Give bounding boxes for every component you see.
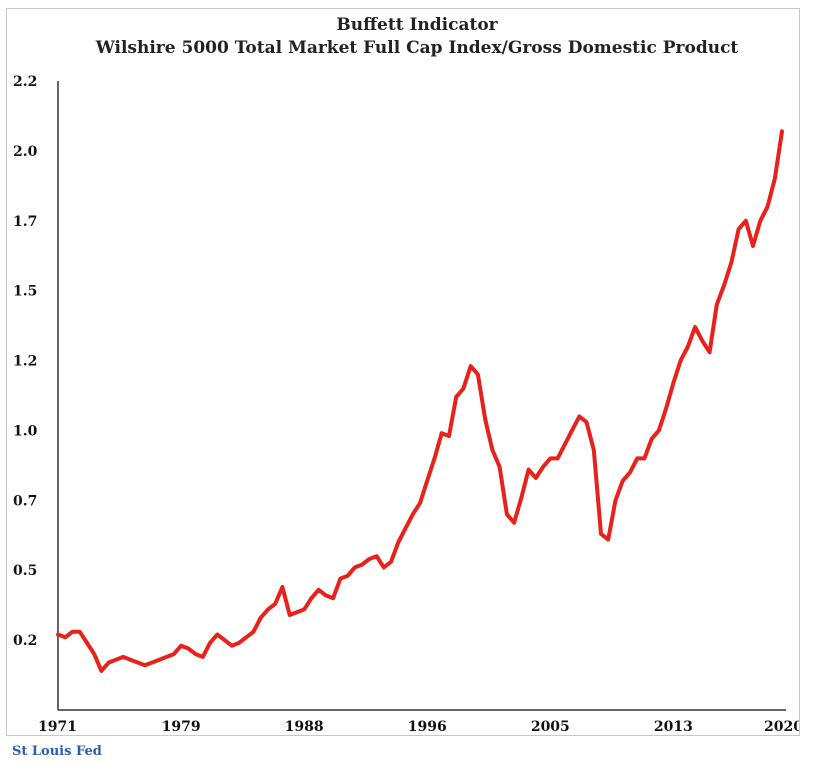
y-tick-label: 1.2 (13, 354, 37, 370)
x-tick-label: 1979 (162, 719, 201, 735)
x-tick-label: 2020 (764, 719, 799, 735)
x-tick-label: 2005 (531, 719, 570, 735)
y-tick-label: 1.7 (13, 214, 37, 230)
y-tick-label: 2.2 (13, 74, 37, 90)
x-tick-label: 1971 (38, 719, 77, 735)
x-tick-label: 1988 (285, 719, 324, 735)
x-tick-label: 1996 (408, 719, 447, 735)
chart-title: Buffett Indicator (336, 15, 498, 35)
y-tick-label: 1.0 (13, 423, 38, 439)
y-tick-label: 0.2 (13, 633, 37, 649)
chart-frame: Buffett Indicator Wilshire 5000 Total Ma… (6, 8, 800, 736)
chart: Buffett Indicator Wilshire 5000 Total Ma… (13, 15, 799, 735)
y-tick-label: 0.5 (13, 563, 37, 579)
x-axis-ticks: 1971 1979 1988 1996 2005 2013 2020 (38, 719, 799, 735)
x-tick-label: 2013 (654, 719, 693, 735)
series-line-buffett-indicator (56, 129, 784, 673)
y-axis-ticks: 0.2 0.5 0.7 1.0 1.2 1.5 1.7 2.0 2.2 (13, 74, 38, 649)
y-tick-label: 2.0 (13, 144, 38, 160)
y-tick-label: 1.5 (13, 284, 37, 300)
chart-subtitle: Wilshire 5000 Total Market Full Cap Inde… (95, 38, 739, 58)
source-label: St Louis Fed (12, 744, 102, 759)
y-tick-label: 0.7 (13, 493, 37, 509)
